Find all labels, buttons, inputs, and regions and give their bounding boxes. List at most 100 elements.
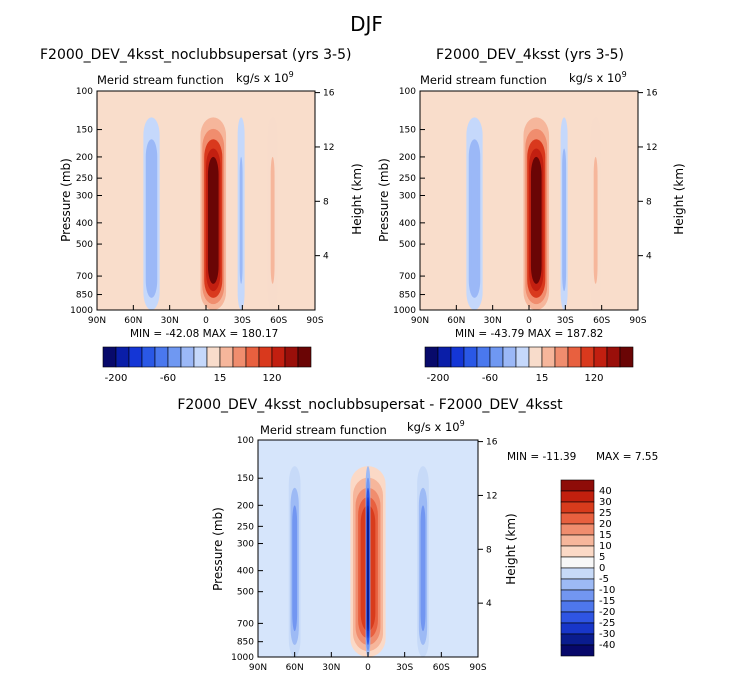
panel2-ytick-label-500: 500 (399, 240, 416, 250)
panel3-xtick-label-3: 0 (365, 663, 371, 673)
panel3-cell-1-level-4 (367, 505, 369, 632)
panel2-ytick-label-250: 250 (399, 174, 416, 184)
panel3-colorbar-label-10: -15 (599, 596, 615, 607)
panel2-xtick-label-5: 60S (593, 316, 610, 326)
panel1-ytick-right-label-4: 4 (323, 252, 329, 262)
panel3-colorbar-label-3: 20 (599, 519, 612, 530)
panel2-ytick-label-850: 850 (399, 291, 416, 301)
panel2-xtick-label-3: 0 (526, 316, 532, 326)
panel3-colorbar-box-1 (560, 490, 595, 503)
panel3-colorbar-label-6: 5 (599, 552, 605, 563)
panel1-colorbar-label-0: -200 (105, 373, 128, 384)
panel2-ytick-label-300: 300 (399, 191, 416, 201)
panel1-xtick-label-6: 90S (306, 316, 323, 326)
panel3-colorbar-box-6 (560, 545, 595, 558)
panel3-colorbar-label-5: 10 (599, 541, 612, 552)
panel2-ytick-label-150: 150 (399, 126, 416, 136)
panel3-variable: Merid stream function (260, 423, 387, 437)
panel2-ytick-right-label-12: 12 (646, 143, 657, 153)
panel3-colorbar-box-5 (560, 534, 595, 547)
panel3-colorbar-box-13 (560, 622, 595, 635)
panel1-ytick-right-label-12: 12 (323, 143, 334, 153)
panel1-units-exp: 9 (288, 70, 294, 79)
panel3-xtick-label-6: 90S (469, 663, 486, 673)
panel3-units-exp: 9 (459, 419, 465, 428)
panel2-stats: MIN = -43.79 MAX = 187.82 (455, 328, 604, 340)
panel2-cell-1-level-4 (471, 156, 478, 284)
panel2-cell-0-level-4 (530, 156, 542, 284)
panel3-stats-min: MIN = -11.39 (507, 451, 577, 463)
panel3-colorbar-box-2 (560, 501, 595, 514)
panel3-colorbar-box-11 (560, 600, 595, 613)
panel3-title: F2000_DEV_4ksst_noclubbsupersat - F2000_… (177, 397, 563, 413)
panel1-ytick-right-label-8: 8 (323, 197, 329, 207)
panel1-ytick-label-200: 200 (76, 153, 93, 163)
panel3-colorbar-box-0 (560, 479, 595, 492)
panel3-ytick-label-250: 250 (237, 522, 254, 532)
panel2-ytick-label-400: 400 (399, 219, 416, 229)
panel2-units: kg/s x 109 (569, 70, 627, 85)
panel3-ytick-label-100: 100 (237, 436, 254, 446)
panel1-xtick-label-4: 30S (234, 316, 251, 326)
panel1-xtick-label-3: 0 (203, 316, 209, 326)
panel2-xtick-label-6: 90S (629, 316, 646, 326)
panel2-xtick-label-2: 30N (484, 316, 502, 326)
panel3-colorbar-box-14 (560, 633, 595, 646)
panel2-ytick-right-label-4: 4 (646, 252, 652, 262)
panel3-colorbar-label-0: 40 (599, 486, 612, 497)
panel3-colorbar-label-4: 15 (599, 530, 612, 541)
panel2-ytick-label-1000: 1000 (393, 306, 416, 316)
panel2-colorbar-label-1: -60 (482, 373, 498, 384)
panel1-colorbar-box-15 (297, 346, 312, 368)
panel3-xtick-label-1: 60N (286, 663, 304, 673)
panel2-cell-2-level-4 (562, 156, 566, 284)
panel3-colorbar-box-4 (560, 523, 595, 536)
panel1-ytick-right-label-16: 16 (323, 89, 335, 99)
panel1-cell-3-level-4 (270, 156, 275, 284)
panel3-colorbar-box-7 (560, 556, 595, 569)
panel3-colorbar-label-13: -30 (599, 629, 615, 640)
panel1-title: F2000_DEV_4ksst_noclubbsupersat (yrs 3-5… (40, 47, 352, 63)
panel3-ytick-label-200: 200 (237, 501, 254, 511)
panel3-ytick-right-label-8: 8 (486, 545, 492, 555)
panel3-ytick-label-300: 300 (237, 540, 254, 550)
panel1-cell-2-level-4 (239, 156, 243, 284)
panel3-xtick-label-4: 30S (396, 663, 413, 673)
panel2-units-exp: 9 (621, 70, 627, 79)
panel1-ytick-label-100: 100 (76, 87, 93, 97)
panel1-xtick-label-1: 60N (124, 316, 142, 326)
panel1-variable: Merid stream function (97, 73, 224, 87)
panel1-ytick-label-850: 850 (76, 291, 93, 301)
panel3-stats-max: MAX = 7.55 (596, 451, 659, 463)
panel3-ytick-label-500: 500 (237, 588, 254, 598)
panel3-ytick-right-label-16: 16 (486, 438, 498, 448)
panel3-colorbar-label-14: -40 (599, 640, 615, 651)
panel3-colorbar-label-9: -10 (599, 585, 615, 596)
panel3-colorbar-label-8: -5 (599, 574, 609, 585)
panel1-xtick-label-2: 30N (161, 316, 179, 326)
panel2-colorbar-label-0: -200 (427, 373, 450, 384)
panel1-xtick-label-0: 90N (88, 316, 106, 326)
panel3-ytick-right-label-12: 12 (486, 491, 497, 501)
panel2-variable: Merid stream function (420, 73, 547, 87)
panel2-xtick-label-0: 90N (411, 316, 429, 326)
panel1-ytick-label-400: 400 (76, 219, 93, 229)
panel3-ytick-label-150: 150 (237, 474, 254, 484)
panel1-cell-1-level-4 (148, 156, 155, 284)
panel1-units: kg/s x 109 (236, 70, 294, 85)
panel1-colorbar-label-2: 15 (214, 373, 227, 384)
panel3-colorbar-label-12: -25 (599, 618, 615, 629)
panel3-ytick-label-850: 850 (237, 638, 254, 648)
panel2-ytick-label-700: 700 (399, 272, 416, 282)
panel2-colorbar-label-2: 15 (536, 373, 549, 384)
panel2-title: F2000_DEV_4ksst (yrs 3-5) (435, 47, 624, 63)
panel2-colorbar-box-15 (619, 346, 634, 368)
panel3-colorbar-label-2: 25 (599, 508, 612, 519)
panel1-ytick-label-700: 700 (76, 272, 93, 282)
panel1-colorbar-label-3: 120 (262, 373, 281, 384)
panel1-colorbar-label-1: -60 (160, 373, 176, 384)
panel3-colorbar-box-9 (560, 578, 595, 591)
panel1-ytick-label-150: 150 (76, 126, 93, 136)
